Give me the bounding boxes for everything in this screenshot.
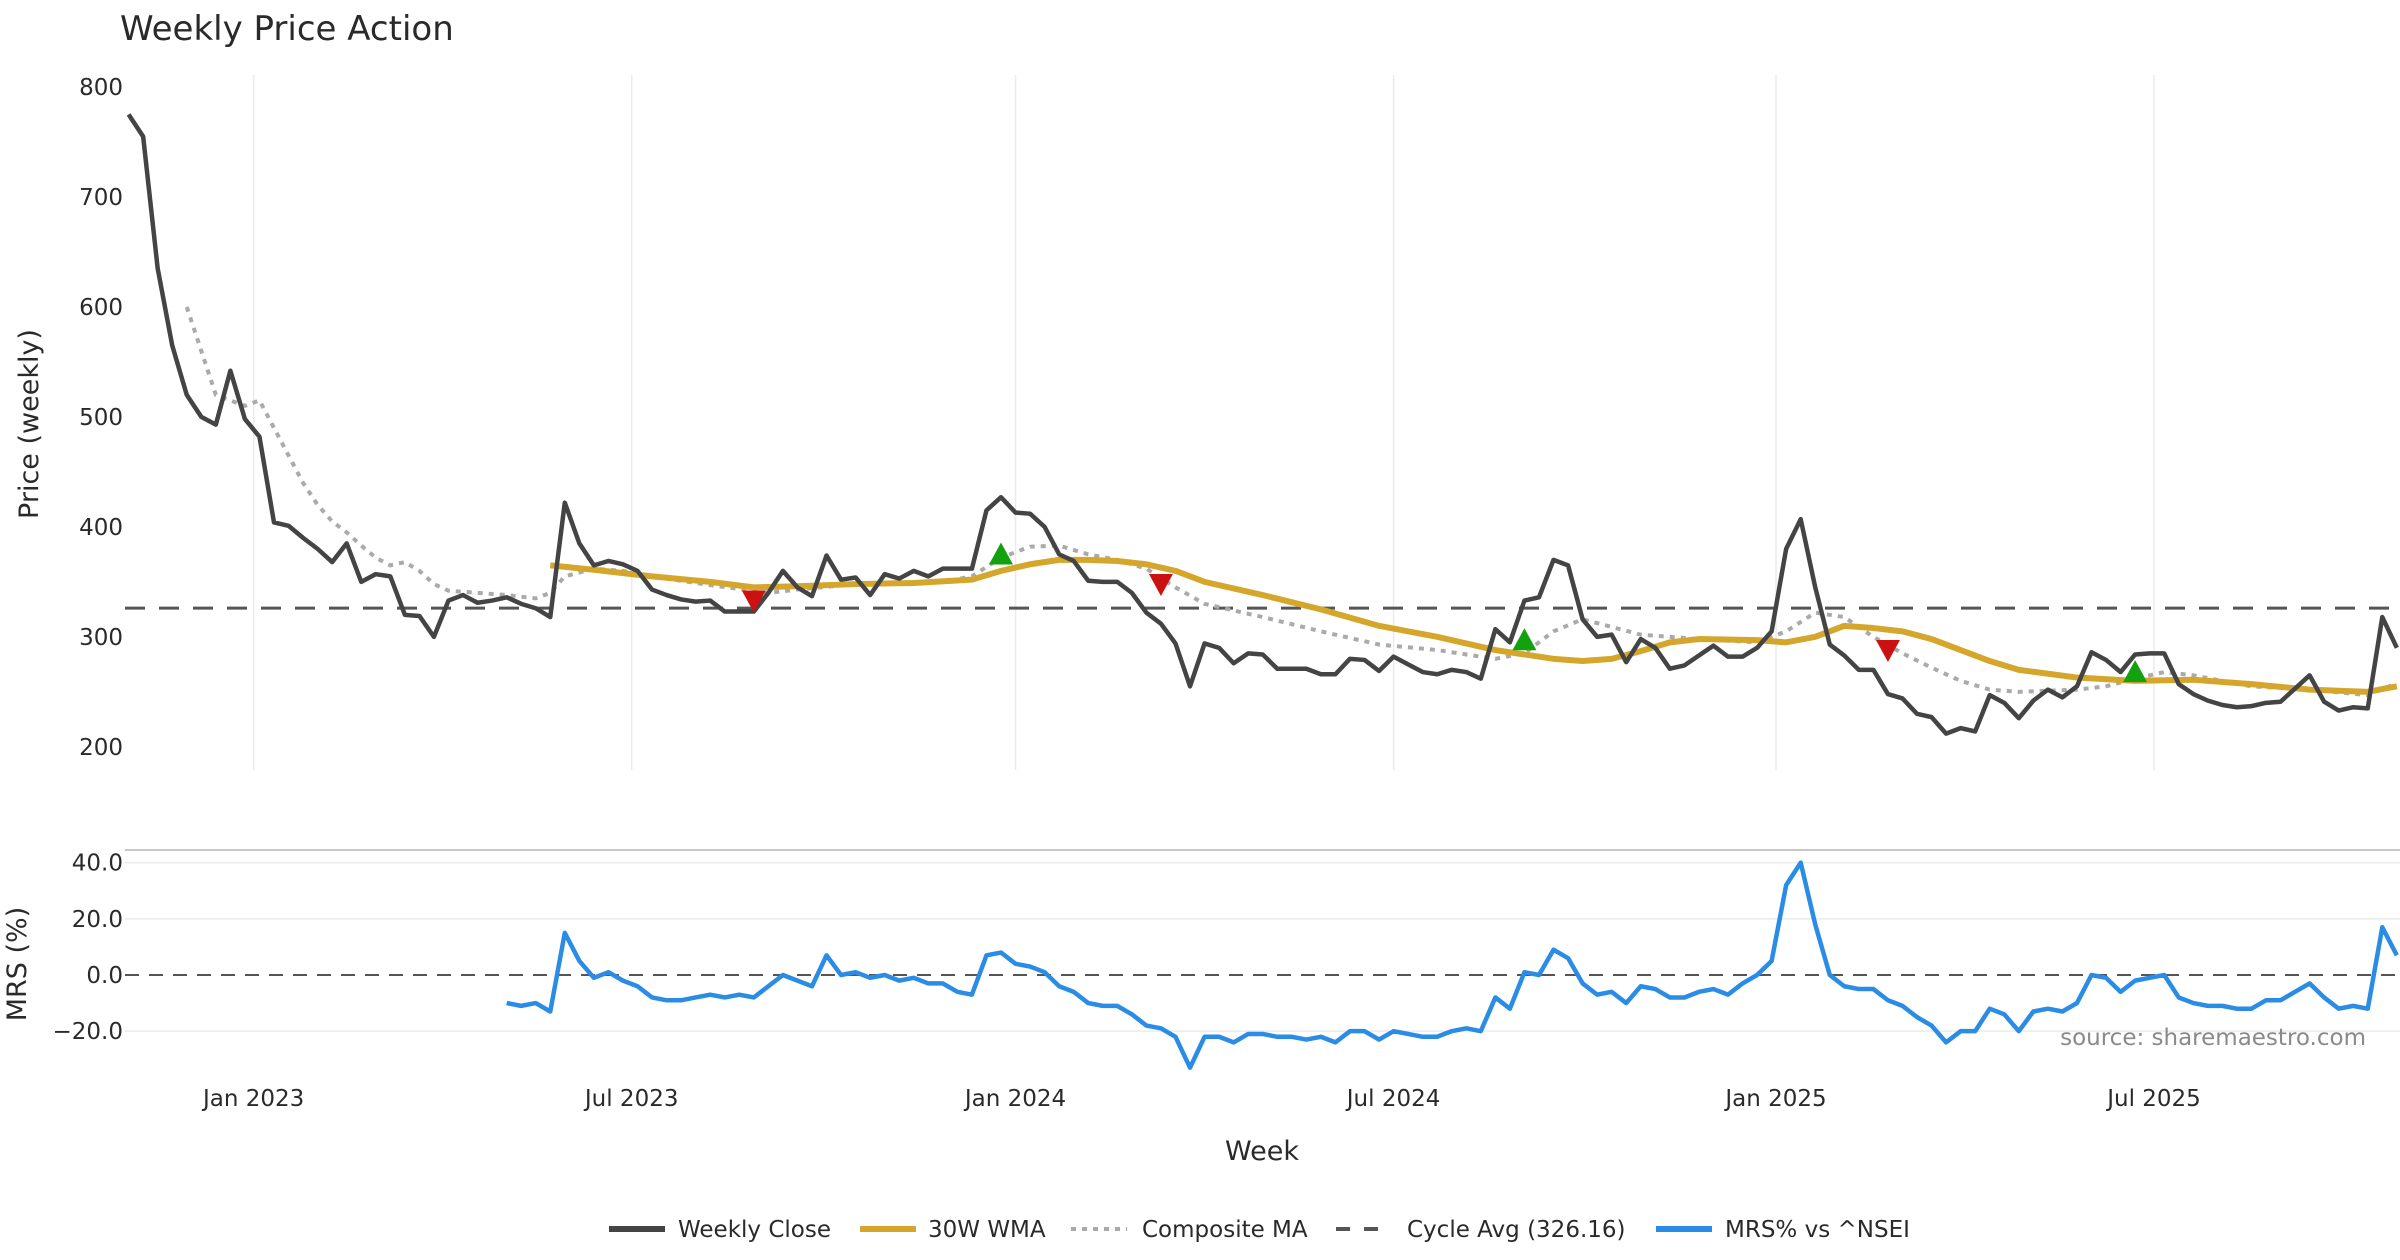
price-tick-label: 800 [79, 75, 123, 101]
price-tick-label: 200 [79, 735, 123, 761]
price-tick-label: 400 [79, 515, 123, 541]
legend-label: 30W WMA [928, 1217, 1046, 1243]
mrs-tick-label: 0.0 [86, 963, 123, 989]
mrs-tick-label: −20.0 [53, 1019, 123, 1045]
legend: Weekly Close 30W WMA Composite MA Cycle Avg… [609, 1217, 1910, 1243]
mrs-axis-title: MRS (%) [2, 907, 33, 1022]
price-axis-title: Price (weekly) [14, 329, 45, 519]
legend-label: Composite MA [1142, 1217, 1308, 1243]
x-tick-label: Jan 2023 [201, 1086, 304, 1112]
buy-signal-marker [1512, 628, 1537, 651]
x-axis-title: Week [1225, 1136, 1299, 1167]
weekly-close-line [126, 113, 2399, 736]
legend-label: Weekly Close [678, 1217, 831, 1243]
sell-signal-marker [1148, 573, 1173, 596]
x-tick-label: Jul 2023 [583, 1086, 679, 1112]
price-tick-label: 700 [79, 185, 123, 211]
legend-label: MRS% vs ^NSEI [1725, 1217, 1910, 1243]
sell-signal-marker [1875, 639, 1900, 662]
series-layer [125, 113, 2400, 1070]
composite-ma-line [184, 306, 2398, 698]
buy-signal-marker [2123, 660, 2148, 683]
price-tick-label: 500 [79, 405, 123, 431]
x-tick-label: Jan 2025 [1723, 1086, 1826, 1112]
mrs-tick-label: 20.0 [72, 907, 123, 933]
source-note: source: sharemaestro.com [2060, 1025, 2366, 1051]
x-tick-label: Jul 2024 [1345, 1086, 1441, 1112]
x-tick-label: Jul 2025 [2105, 1086, 2201, 1112]
price-tick-label: 600 [79, 295, 123, 321]
y-axis-ticks: 200 300 400 500 600 700 800 40.0 20.0 0.0 −20.0 [53, 75, 123, 1045]
price-tick-label: 300 [79, 625, 123, 651]
mrs-tick-label: 40.0 [72, 851, 123, 877]
buy-signal-marker [989, 542, 1013, 565]
mrs-line [506, 860, 2399, 1070]
wma-30w-line [549, 556, 2398, 695]
chart-title: Weekly Price Action [120, 9, 454, 49]
legend-label: Cycle Avg (326.16) [1407, 1217, 1626, 1243]
gridlines [125, 75, 2400, 1032]
sell-signal-marker [741, 590, 766, 613]
x-axis-ticks: Jan 2023 Jul 2023 Jan 2024 Jul 2024 Jan 2025… [201, 1086, 2201, 1112]
x-tick-label: Jan 2024 [963, 1086, 1066, 1112]
